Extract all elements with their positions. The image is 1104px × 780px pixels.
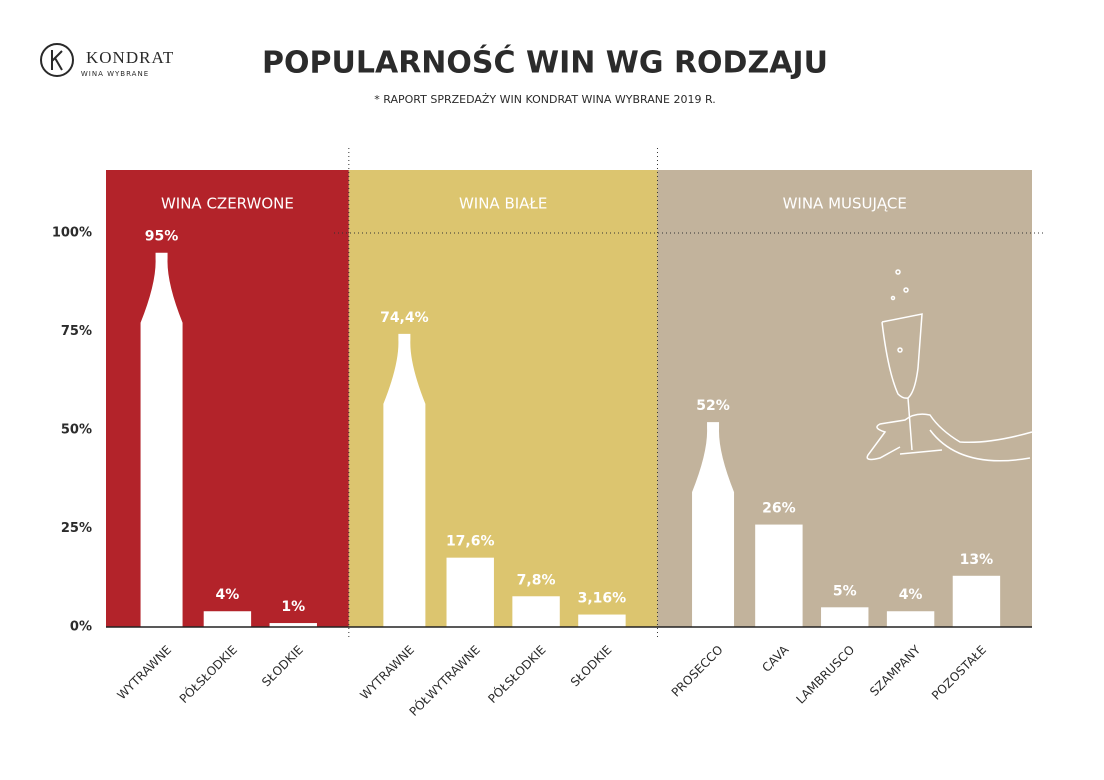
x-tick-label: SŁODKIE: [568, 643, 615, 690]
value-label: 5%: [833, 583, 857, 599]
chart-subtitle: * RAPORT SPRZEDAŻY WIN KONDRAT WINA WYBR…: [374, 93, 715, 106]
bar: [821, 607, 869, 627]
value-label: 13%: [960, 552, 994, 568]
chart-title: POPULARNOŚĆ WIN WG RODZAJU: [262, 44, 828, 81]
value-label: 74,4%: [380, 310, 429, 326]
y-tick-label: 25%: [61, 521, 92, 536]
value-label: 3,16%: [578, 591, 627, 607]
bar: [886, 611, 935, 627]
value-label: 95%: [145, 229, 179, 245]
bar: [446, 557, 494, 627]
bar: [952, 575, 1001, 627]
group-title: WINA BIAŁE: [459, 195, 547, 213]
value-label: 4%: [216, 587, 240, 603]
brand-name: KONDRAT: [86, 48, 174, 67]
bottle-bar: [692, 422, 735, 627]
champagne-illustration: [866, 269, 1033, 462]
logo-circle: [40, 43, 74, 77]
y-tick-label: 75%: [61, 324, 92, 339]
bubble: [897, 347, 903, 353]
y-tick-label: 0%: [70, 620, 92, 635]
panels: WINA CZERWONE WINA BIAŁE WINA MUSUJĄCE: [106, 170, 1032, 627]
x-tick-label: WYTRAWNE: [357, 643, 417, 703]
group-title: WINA CZERWONE: [161, 195, 294, 213]
bar: [269, 623, 317, 627]
hand: [866, 413, 1033, 462]
x-tick-label: WYTRAWNE: [115, 643, 175, 703]
bottle-bar: [140, 252, 183, 627]
bubble: [890, 295, 896, 301]
x-tick-label: POZOSTAŁE: [929, 643, 989, 703]
x-tick-label: PÓŁWYTRAWNE: [406, 642, 483, 719]
x-tick-label: LAMBRUSCO: [793, 643, 857, 707]
bar: [755, 524, 803, 627]
group-title: WINA MUSUJĄCE: [783, 195, 907, 213]
bubble: [903, 287, 909, 293]
y-tick-label: 50%: [61, 423, 92, 438]
value-label: 1%: [281, 599, 305, 615]
bar: [512, 596, 560, 627]
y-tick-label: 100%: [52, 226, 92, 241]
x-tick-label: PROSECCO: [669, 643, 726, 700]
value-label: 4%: [899, 587, 923, 603]
logo: KONDRAT WINA WYBRANE: [40, 43, 174, 78]
bubble: [895, 269, 901, 275]
bar: [203, 611, 252, 627]
bottle-bar: [383, 333, 426, 627]
value-label: 17,6%: [446, 534, 495, 550]
glass: [881, 313, 923, 451]
x-tick-label: PÓŁSŁODKIE: [485, 642, 549, 706]
value-label: 52%: [696, 398, 730, 414]
logo-k: [51, 50, 63, 71]
glass-foot: [899, 449, 943, 455]
x-tick-label: PÓŁSŁODKIE: [176, 642, 240, 706]
x-tick-label: SZAMPANY: [867, 642, 924, 699]
x-tick-label: SŁODKIE: [259, 643, 306, 690]
x-tick-label: CAVA: [759, 642, 792, 675]
value-label: 26%: [762, 501, 796, 517]
bar: [578, 614, 626, 627]
brand-tagline: WINA WYBRANE: [81, 70, 149, 78]
value-label: 7,8%: [517, 572, 556, 588]
